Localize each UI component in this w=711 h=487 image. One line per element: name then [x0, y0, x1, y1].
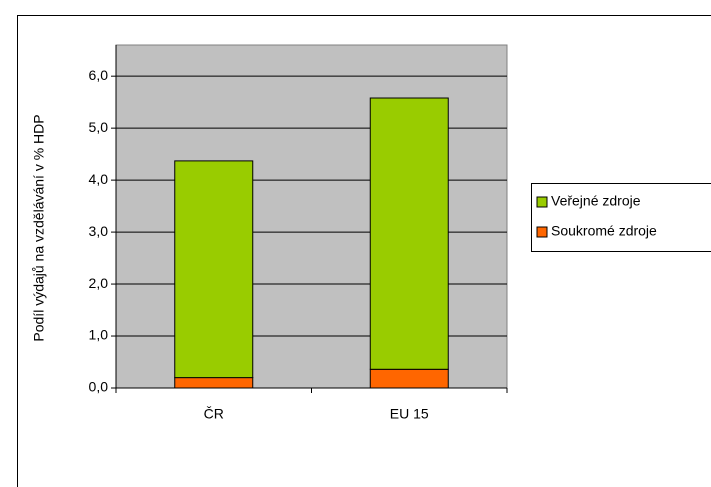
bar-segment: [174, 160, 254, 379]
legend-label: Soukromé zdroje: [551, 223, 657, 239]
bar-segment: [369, 97, 449, 370]
x-tick-label: ČR: [204, 406, 224, 422]
y-tick-label: 6,0: [89, 67, 109, 83]
y-tick-label: 0,0: [89, 379, 109, 395]
y-tick-label: 5,0: [89, 119, 109, 135]
y-tick-label: 3,0: [89, 223, 109, 239]
y-tick-label: 2,0: [89, 275, 109, 291]
legend-box: [531, 183, 711, 252]
legend-swatch: [536, 226, 548, 238]
legend-swatch: [536, 196, 548, 208]
y-tick-label: 4,0: [89, 171, 109, 187]
y-tick-label: 1,0: [89, 327, 109, 343]
y-axis-title: Podíl výdajů na vzdělávání v % HDP: [31, 114, 47, 341]
bar-segment: [369, 368, 449, 389]
legend-label: Veřejné zdroje: [551, 193, 641, 209]
x-tick-label: EU 15: [390, 406, 429, 422]
bar-segment: [174, 377, 254, 389]
